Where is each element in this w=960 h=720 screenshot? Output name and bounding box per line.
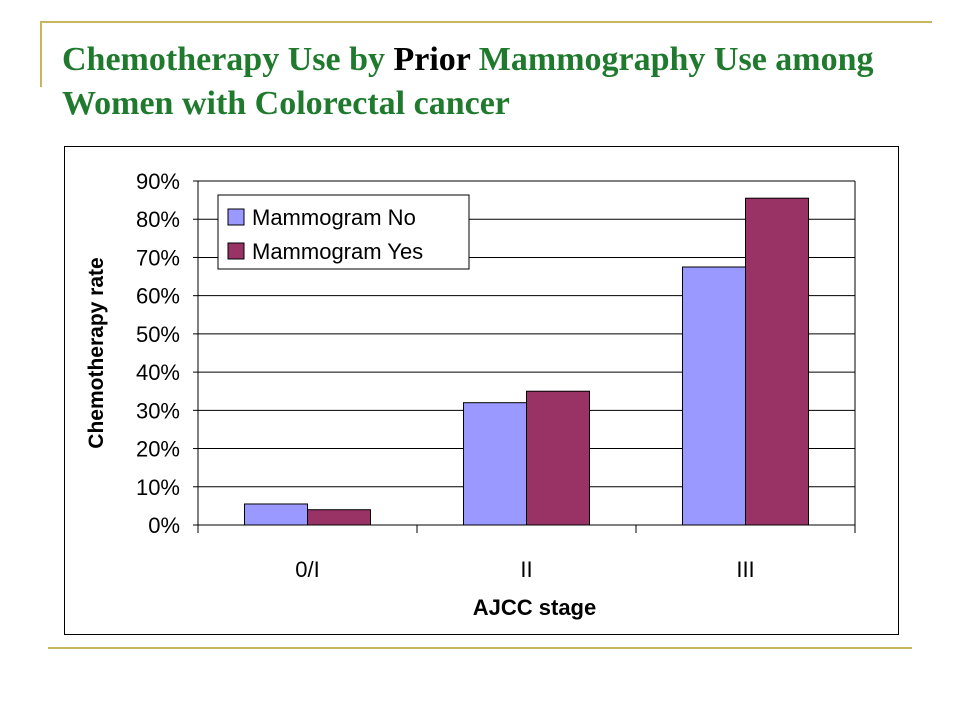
chart-frame: 0% 10% 20% 30% 40% 50% 60% 70% 80% 90% 0/I II III C… <box>64 146 899 635</box>
y-tick-label: 50% <box>136 322 180 347</box>
y-tick-label: 70% <box>136 245 180 270</box>
x-tick-labels: 0/I II III <box>295 557 754 582</box>
title-part-3: Mammography Use among Women with Colorec… <box>62 41 874 122</box>
y-tick-label: 40% <box>136 360 180 385</box>
bottom-accent-rule <box>48 647 912 649</box>
bar-chart: 0%10%20%30%40%50%60%70%80%90% 0/I II III C… <box>85 169 856 620</box>
axes <box>193 180 856 533</box>
top-accent-rule <box>40 21 932 23</box>
legend-swatch <box>227 242 245 260</box>
y-axis-label: Chemotherapy rate <box>85 257 108 448</box>
legend-entry: Mammogram No <box>252 205 416 230</box>
bar-mammogram-yes-0 <box>307 509 371 526</box>
y-tick-label: 0% <box>148 513 180 538</box>
legend-box <box>217 194 470 270</box>
x-tick-label: II <box>520 557 532 582</box>
y-tick-labels: 0% 10% 20% 30% 40% 50% 60% 70% 80% 90% <box>136 169 180 538</box>
x-axis-label: AJCC stage <box>473 595 596 620</box>
bar-mammogram-yes-1 <box>526 390 590 526</box>
y-tick-label: 60% <box>136 284 180 309</box>
x-tick-label: 0/I <box>295 557 319 582</box>
bar-mammogram-no-1 <box>463 402 527 526</box>
legend: Mammogram No Mammogram Yes <box>217 194 470 270</box>
legend-entry: Mammogram Yes <box>252 239 423 264</box>
slide-title: Chemotherapy Use by Prior Mammography Us… <box>62 38 922 126</box>
bar-mammogram-yes-2 <box>745 197 809 526</box>
legend-swatch <box>227 208 245 226</box>
left-accent-rule <box>40 21 42 87</box>
y-tick-label: 30% <box>136 398 180 423</box>
title-part-2: Prior <box>393 41 471 78</box>
y-tick-label: 80% <box>136 207 180 232</box>
y-tick-label: 20% <box>136 437 180 462</box>
x-tick-label: III <box>736 557 754 582</box>
bar-mammogram-no-2 <box>682 266 746 526</box>
y-tick-label: 90% <box>136 169 180 194</box>
title-part-1: Chemotherapy Use by <box>62 41 394 78</box>
bar-mammogram-no-0 <box>244 503 308 526</box>
y-tick-label: 10% <box>136 475 180 500</box>
